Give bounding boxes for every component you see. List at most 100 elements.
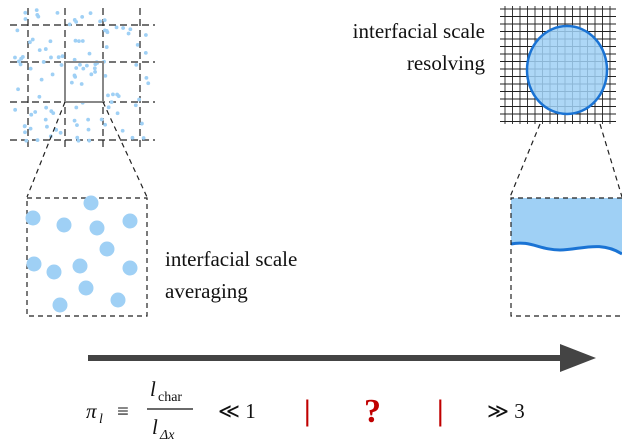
droplet [73, 259, 88, 274]
droplet [115, 26, 119, 30]
condition: ≫ 3 [487, 399, 525, 423]
droplet [93, 70, 97, 74]
droplet [73, 18, 77, 22]
droplet [49, 109, 53, 113]
droplet [145, 76, 149, 80]
droplet [57, 218, 72, 233]
droplet [29, 113, 33, 117]
droplets-zoomed [26, 196, 138, 313]
page: interfacial scale resolving interfacial … [0, 0, 622, 441]
droplet [23, 130, 27, 134]
droplet [24, 139, 28, 143]
droplet [47, 265, 62, 280]
droplet [36, 138, 40, 142]
droplet [93, 66, 97, 70]
droplet [89, 11, 93, 15]
condition: ≪ 1 [218, 399, 256, 423]
droplet [37, 95, 41, 99]
droplet [137, 98, 141, 102]
droplet [59, 131, 63, 135]
droplet [107, 105, 111, 109]
droplet [103, 18, 107, 22]
droplet [106, 93, 110, 97]
droplet [13, 108, 17, 112]
droplet [123, 261, 138, 276]
arrow-head [560, 344, 596, 372]
formula-subscript: l [99, 412, 103, 427]
droplet [80, 82, 84, 86]
droplet [57, 55, 61, 59]
separator: | [304, 394, 311, 427]
droplet [70, 81, 74, 85]
droplet [16, 87, 20, 91]
droplet [35, 8, 39, 12]
droplet [146, 81, 150, 85]
droplet [42, 60, 46, 64]
droplet [84, 196, 99, 211]
droplet [44, 118, 48, 122]
droplet [106, 30, 110, 34]
droplet [89, 72, 93, 76]
droplet [86, 118, 90, 122]
droplet [61, 54, 65, 58]
coarse-grid [10, 8, 155, 148]
droplet [131, 136, 135, 140]
droplet [100, 118, 104, 122]
droplet [77, 39, 81, 43]
droplet [56, 11, 60, 15]
droplet [87, 128, 91, 132]
label: interfacial scale [353, 19, 485, 43]
droplet [38, 48, 42, 52]
droplet [74, 66, 78, 70]
droplet [31, 38, 35, 42]
droplet [90, 221, 105, 236]
droplet [103, 74, 107, 78]
droplet [100, 242, 115, 257]
droplet [74, 106, 78, 110]
droplet [49, 56, 53, 60]
droplet [26, 211, 41, 226]
formula-denominator: l [152, 415, 158, 439]
droplet [68, 22, 72, 26]
droplet [87, 139, 91, 143]
droplet [44, 106, 48, 110]
resolved-droplet [527, 26, 607, 114]
droplet [105, 45, 109, 49]
separator: | [437, 394, 444, 427]
droplet [78, 63, 82, 67]
droplet [29, 127, 33, 131]
label: resolving [407, 51, 486, 75]
droplet [49, 39, 53, 43]
droplet [35, 13, 39, 17]
droplet [79, 281, 94, 296]
droplet [23, 11, 27, 15]
formula-denominator-sub: Δx [159, 428, 175, 441]
droplet [111, 293, 126, 308]
droplet [75, 123, 79, 127]
label: averaging [165, 279, 248, 303]
formula-numerator: l [150, 377, 156, 401]
droplet [98, 19, 102, 23]
droplet-cloud [13, 8, 150, 142]
droplet [88, 52, 92, 56]
droplet [142, 136, 146, 140]
diagram: interfacial scale resolving interfacial … [0, 0, 622, 441]
droplet [15, 28, 19, 32]
droplet [77, 139, 81, 143]
droplet [13, 56, 17, 60]
droplet [24, 17, 28, 21]
droplet [134, 103, 138, 107]
droplet [73, 119, 77, 123]
droplet [81, 67, 85, 71]
droplet [116, 111, 120, 115]
droplet [73, 74, 77, 78]
droplet [23, 124, 27, 128]
droplet [128, 27, 132, 31]
droplet [121, 129, 125, 133]
droplet [111, 92, 115, 96]
droplet [123, 214, 138, 229]
formula-equiv: ≡ [117, 399, 129, 423]
formula-symbol: π [86, 399, 97, 423]
question: ? [364, 393, 381, 430]
label: interfacial scale [165, 247, 297, 271]
